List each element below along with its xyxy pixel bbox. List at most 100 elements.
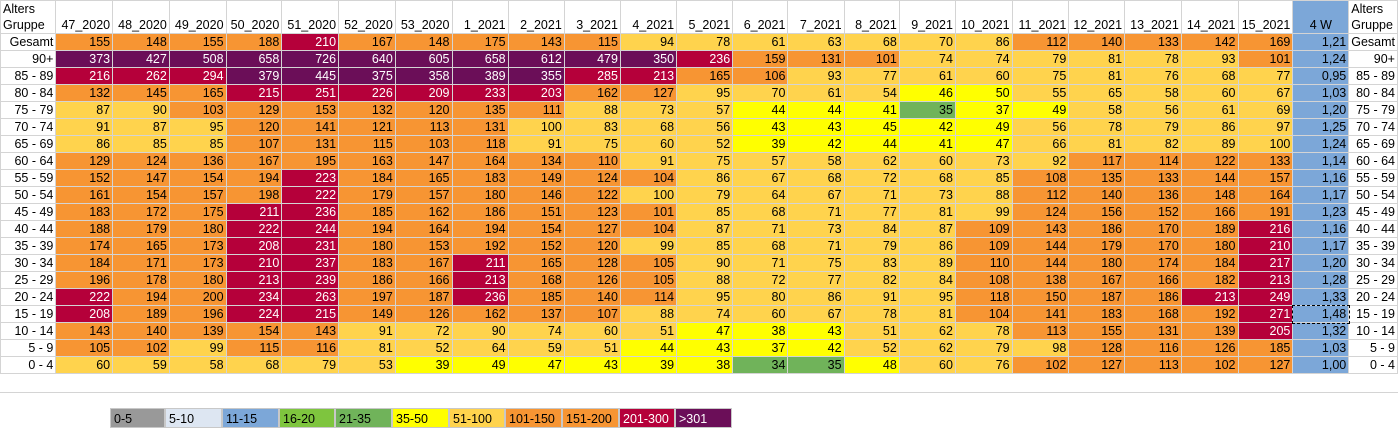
value-cell[interactable]: 62 <box>898 322 956 340</box>
value-cell[interactable]: 85 <box>168 135 227 153</box>
value-cell[interactable]: 81 <box>338 339 396 357</box>
value-cell[interactable]: 168 <box>507 271 565 289</box>
column-header[interactable]: 2021_4 <box>619 0 678 34</box>
four-week-cell[interactable]: 1,25 <box>1292 118 1350 136</box>
value-cell[interactable]: 144 <box>1180 169 1239 187</box>
value-cell[interactable]: 136 <box>168 152 227 170</box>
value-cell[interactable]: 44 <box>843 135 900 153</box>
value-cell[interactable]: 194 <box>338 220 396 238</box>
value-cell[interactable]: 355 <box>507 67 565 85</box>
value-cell[interactable]: 42 <box>787 339 845 357</box>
value-cell[interactable]: 186 <box>1124 288 1182 306</box>
value-cell[interactable]: 213 <box>451 271 509 289</box>
value-cell[interactable]: 67 <box>1237 84 1294 102</box>
value-cell[interactable]: 210 <box>281 33 340 51</box>
age-group-header[interactable]: Alters Gruppe <box>0 0 57 34</box>
value-cell[interactable]: 127 <box>619 84 678 102</box>
value-cell[interactable]: 60 <box>1180 84 1239 102</box>
value-cell[interactable]: 89 <box>898 254 956 272</box>
value-cell[interactable]: 126 <box>394 305 453 323</box>
value-cell[interactable]: 165 <box>112 237 170 255</box>
value-cell[interactable]: 123 <box>563 203 621 221</box>
value-cell[interactable]: 88 <box>619 305 678 323</box>
value-cell[interactable]: 231 <box>281 237 340 255</box>
value-cell[interactable]: 56 <box>676 118 734 136</box>
value-cell[interactable]: 47 <box>954 135 1013 153</box>
value-cell[interactable]: 90 <box>112 101 170 119</box>
age-group-label-right[interactable]: 10 - 14 <box>1348 322 1398 340</box>
value-cell[interactable]: 135 <box>451 101 509 119</box>
value-cell[interactable]: 128 <box>1068 339 1126 357</box>
value-cell[interactable]: 64 <box>451 339 509 357</box>
value-cell[interactable]: 79 <box>281 356 340 374</box>
value-cell[interactable]: 78 <box>954 322 1013 340</box>
value-cell[interactable]: 163 <box>338 152 396 170</box>
value-cell[interactable]: 157 <box>394 186 453 204</box>
value-cell[interactable]: 43 <box>787 322 845 340</box>
value-cell[interactable]: 128 <box>563 254 621 272</box>
value-cell[interactable]: 59 <box>507 339 565 357</box>
value-cell[interactable]: 109 <box>954 237 1013 255</box>
four-week-cell[interactable]: 1,03 <box>1292 339 1350 357</box>
value-cell[interactable]: 73 <box>619 101 678 119</box>
value-cell[interactable]: 166 <box>1180 203 1239 221</box>
value-cell[interactable]: 70 <box>898 33 956 51</box>
value-cell[interactable]: 165 <box>394 169 453 187</box>
four-week-cell[interactable]: 1,28 <box>1292 271 1350 289</box>
value-cell[interactable]: 99 <box>619 237 678 255</box>
value-cell[interactable]: 115 <box>563 33 621 51</box>
value-cell[interactable]: 35 <box>787 356 845 374</box>
value-cell[interactable]: 61 <box>787 84 845 102</box>
age-group-label[interactable]: 45 - 49 <box>0 203 57 221</box>
age-group-label[interactable]: 25 - 29 <box>0 271 57 289</box>
value-cell[interactable]: 46 <box>898 84 956 102</box>
value-cell[interactable]: 86 <box>676 169 734 187</box>
value-cell[interactable]: 658 <box>451 50 509 68</box>
column-header[interactable]: 2020_50 <box>225 0 283 34</box>
value-cell[interactable]: 137 <box>507 305 565 323</box>
value-cell[interactable]: 144 <box>1011 254 1070 272</box>
value-cell[interactable]: 294 <box>168 67 227 85</box>
column-header[interactable]: 2020_52 <box>338 0 396 34</box>
value-cell[interactable]: 68 <box>732 203 789 221</box>
value-cell[interactable]: 133 <box>1124 169 1182 187</box>
value-cell[interactable]: 226 <box>338 84 396 102</box>
value-cell[interactable]: 180 <box>1068 254 1126 272</box>
value-cell[interactable]: 124 <box>1011 203 1070 221</box>
four-week-cell[interactable]: 1,24 <box>1292 50 1350 68</box>
age-group-label-right[interactable]: 35 - 39 <box>1348 237 1398 255</box>
value-cell[interactable]: 51 <box>843 322 900 340</box>
age-group-label-right[interactable]: 20 - 24 <box>1348 288 1398 306</box>
value-cell[interactable]: 75 <box>676 152 734 170</box>
value-cell[interactable]: 39 <box>619 356 678 374</box>
value-cell[interactable]: 75 <box>563 135 621 153</box>
column-header[interactable]: 2020_47 <box>55 0 114 34</box>
value-cell[interactable]: 131 <box>281 135 340 153</box>
value-cell[interactable]: 73 <box>898 186 956 204</box>
value-cell[interactable]: 165 <box>507 254 565 272</box>
value-cell[interactable]: 164 <box>451 152 509 170</box>
value-cell[interactable]: 85 <box>676 237 734 255</box>
value-cell[interactable]: 86 <box>1180 118 1239 136</box>
value-cell[interactable]: 43 <box>563 356 621 374</box>
four-week-cell[interactable]: 1,21 <box>1292 33 1350 51</box>
value-cell[interactable]: 43 <box>787 118 845 136</box>
value-cell[interactable]: 194 <box>225 169 283 187</box>
value-cell[interactable]: 39 <box>394 356 453 374</box>
value-cell[interactable]: 149 <box>507 169 565 187</box>
value-cell[interactable]: 53 <box>338 356 396 374</box>
value-cell[interactable]: 726 <box>281 50 340 68</box>
value-cell[interactable]: 186 <box>338 271 396 289</box>
four-week-cell[interactable]: 1,20 <box>1292 101 1350 119</box>
age-group-label[interactable]: 60 - 64 <box>0 152 57 170</box>
four-week-cell[interactable]: 1,24 <box>1292 135 1350 153</box>
age-group-label-right[interactable]: 0 - 4 <box>1348 356 1398 374</box>
value-cell[interactable]: 285 <box>563 67 621 85</box>
age-group-label[interactable]: 0 - 4 <box>0 356 57 374</box>
value-cell[interactable]: 188 <box>55 220 114 238</box>
value-cell[interactable]: 67 <box>787 186 845 204</box>
value-cell[interactable]: 49 <box>1011 101 1070 119</box>
value-cell[interactable]: 101 <box>1237 50 1294 68</box>
value-cell[interactable]: 110 <box>954 254 1013 272</box>
value-cell[interactable]: 164 <box>394 220 453 238</box>
